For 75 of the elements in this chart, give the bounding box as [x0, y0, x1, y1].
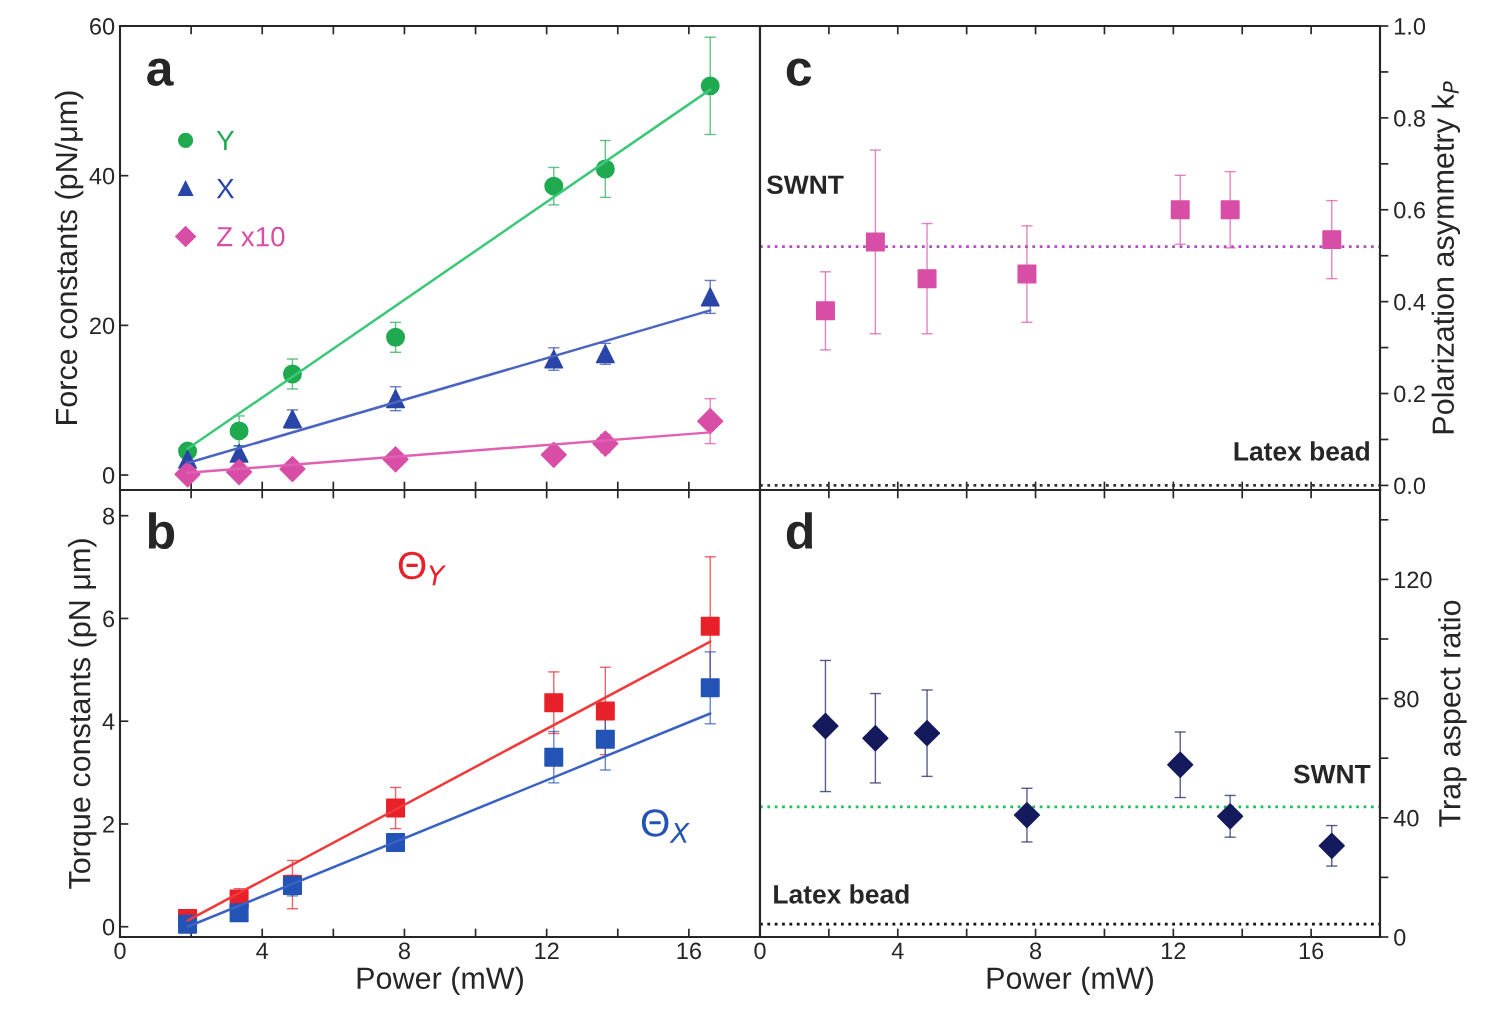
ref-line-label: Latex bead	[774, 884, 909, 904]
y2-tick-label: 80	[1394, 690, 1419, 708]
point	[1217, 803, 1244, 830]
point	[544, 693, 564, 713]
y2-axis-title: Trap aspect ratio	[1438, 600, 1467, 827]
y2-axis-title: Polarization asymmetry k$_{P}$	[1431, 81, 1461, 434]
y2-tick-label: 0.4	[1394, 293, 1426, 311]
annotation: c	[786, 58, 812, 86]
annotation: b	[148, 512, 175, 550]
ref-line-label: SWNT	[766, 175, 844, 195]
x-axis-title: Power (mW)	[357, 966, 523, 996]
point	[1322, 230, 1342, 250]
point	[544, 747, 564, 767]
y-tick-label: 0	[102, 918, 115, 936]
point	[917, 269, 937, 289]
y-tick-label: 20	[90, 317, 115, 335]
point	[544, 176, 564, 196]
y-tick-label: 4	[102, 713, 115, 730]
y-tick-label: 60	[90, 18, 115, 35]
point	[913, 720, 941, 747]
y-tick-label: 6	[103, 610, 115, 628]
point	[700, 678, 720, 698]
ref-line-label: SWNT	[1293, 764, 1371, 784]
x-tick-label: 16	[677, 942, 701, 960]
point	[1220, 200, 1240, 220]
x-tick-label: 0	[114, 942, 126, 960]
point	[700, 76, 720, 96]
point	[1170, 200, 1190, 220]
y-axis-title: Torque constants (pN μm)	[67, 539, 97, 889]
y2-tick-label: 120	[1394, 571, 1432, 589]
y2-tick-label: 0.6	[1394, 201, 1425, 219]
point	[865, 232, 885, 252]
point	[595, 729, 615, 749]
series-label: Θ$_{X}$	[641, 809, 690, 843]
ref-line-label: Latex bead	[1234, 441, 1369, 461]
legend-label: Z x10	[217, 226, 285, 247]
point	[540, 441, 567, 468]
x-tick-label: 12	[1162, 942, 1186, 959]
point	[386, 327, 406, 347]
point	[1017, 264, 1037, 284]
x-tick-label: 4	[891, 942, 904, 959]
point	[595, 701, 615, 721]
y2-tick-label: 1.0	[1394, 18, 1426, 35]
point	[1318, 832, 1345, 859]
annotation: d	[786, 512, 813, 550]
legend-label: X	[216, 179, 235, 199]
y2-tick-label: 0.0	[1394, 477, 1426, 495]
point	[700, 616, 720, 636]
x-axis-title: Power (mW)	[987, 966, 1153, 996]
legend-label: Y	[216, 130, 235, 151]
y-tick-label: 40	[89, 167, 115, 185]
point	[700, 287, 720, 307]
point	[812, 712, 839, 740]
x-tick-label: 8	[398, 942, 410, 960]
point	[862, 725, 889, 752]
x-tick-label: 16	[1299, 942, 1324, 960]
y2-tick-label: 40	[1393, 809, 1419, 827]
point	[1167, 751, 1194, 778]
x-tick-label: 4	[256, 942, 269, 959]
y2-tick-label: 0.8	[1394, 109, 1425, 127]
x-tick-label: 12	[535, 942, 559, 959]
x-tick-label: 0	[754, 942, 766, 960]
y-tick-label: 8	[103, 507, 115, 525]
y-tick-label: 0	[102, 467, 115, 484]
point	[697, 408, 724, 435]
text: Θ$_{Y}$	[398, 551, 447, 586]
point	[815, 301, 835, 321]
point	[229, 421, 249, 441]
y2-tick-label: 0.2	[1394, 385, 1425, 403]
y-tick-label: 2	[103, 816, 114, 833]
y2-tick-label: 0	[1394, 929, 1406, 946]
y-axis-title: Force constants (pN/μm)	[54, 91, 84, 424]
annotation: a	[147, 58, 174, 86]
x-tick-label: 8	[1030, 942, 1042, 960]
point	[1013, 801, 1041, 829]
